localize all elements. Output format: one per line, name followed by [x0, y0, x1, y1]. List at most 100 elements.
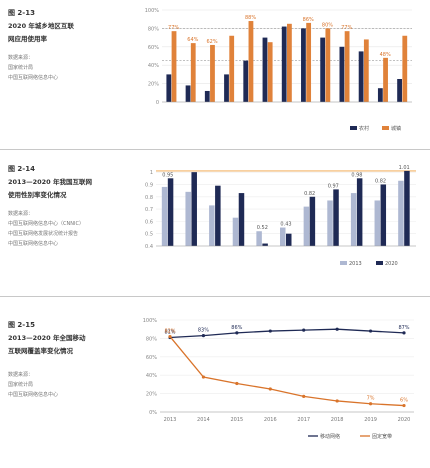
- y-tick-label: 0.8: [145, 195, 153, 201]
- legend-swatch: [350, 126, 357, 130]
- series-line-固定宽带: [169, 336, 405, 407]
- y-tick-label: 0.4: [145, 244, 153, 250]
- x-tick-label: 2014: [197, 417, 210, 423]
- x-tick-label: 2018: [331, 417, 344, 423]
- legend-label: 固定宽带: [372, 433, 392, 440]
- bar-农村: [166, 74, 172, 102]
- legend-swatch: [340, 261, 347, 265]
- figure-title-line-2: 使用性别率变化情况: [8, 191, 67, 199]
- data-point: [402, 403, 406, 408]
- bar-农村: [397, 79, 402, 102]
- y-tick-label: 60%: [148, 45, 159, 51]
- legend-label: 城镇: [391, 125, 401, 132]
- chart-2-13: 100% 80% 60% 40% 20% 0 77% 64% 62% 88% 86% 80% 77% 48…: [145, 8, 412, 132]
- bar-农村: [320, 37, 326, 102]
- x-tick-label: 2020: [398, 417, 411, 423]
- data-label: 88%: [245, 15, 256, 21]
- source-line-4: 中国互联网络信息中心: [8, 241, 59, 247]
- figure-title-line-1: 2013—2020 年全国移动: [8, 334, 86, 342]
- data-label: 77%: [168, 25, 179, 31]
- bar-农村: [301, 28, 306, 102]
- y-tick-label: 60%: [146, 355, 157, 361]
- figure-2-15-caption: 图 2-15 2013—2020 年全国移动 互联网覆盖率变化情况 数据来源： …: [8, 320, 126, 400]
- data-point: [235, 381, 239, 386]
- legend-swatch: [382, 126, 389, 130]
- bar-农村: [281, 26, 287, 103]
- legend-label: 2020: [385, 261, 398, 267]
- y-tick-label: 1: [150, 170, 153, 176]
- series-line-移动网络: [169, 328, 405, 339]
- bar-城镇: [363, 39, 369, 102]
- figure-label: 图 2-13: [8, 9, 35, 17]
- source-line-3: 中国互联网络信息中心: [8, 392, 59, 398]
- source-line-1: 数据来源：: [8, 211, 34, 217]
- data-point: [368, 402, 373, 406]
- bar-城镇: [325, 28, 331, 102]
- bar-2013: [209, 205, 215, 246]
- data-label: 0.52: [257, 225, 268, 231]
- data-label: 0.95: [162, 172, 173, 178]
- data-point: [302, 328, 306, 332]
- data-label: 83%: [198, 328, 209, 334]
- figure-title-line-2: 互联网覆盖率变化情况: [8, 347, 73, 355]
- data-point: [368, 329, 373, 333]
- data-point: [302, 394, 306, 398]
- legend-label: 农村: [359, 125, 369, 132]
- bar-城镇: [190, 43, 196, 102]
- y-tick-label: 0.5: [145, 232, 153, 238]
- bar-农村: [204, 90, 210, 102]
- y-tick-label: 80%: [148, 26, 159, 32]
- x-tick-label: 2013: [164, 417, 177, 423]
- data-label: 64%: [187, 37, 198, 43]
- data-point: [168, 334, 172, 339]
- bar-2020: [356, 178, 363, 246]
- chart-2-15: 100% 80% 60% 40% 20% 0% 2013 2014 2015 2016 2017 20…: [143, 318, 414, 440]
- bar-城镇: [383, 57, 388, 102]
- bar-农村: [243, 60, 249, 102]
- y-tick-label: 20%: [148, 82, 159, 88]
- data-label: 77%: [341, 25, 352, 31]
- figure-2-14-caption: 图 2-14 2013—2020 年我国互联网 使用性别率变化情况 数据来源： …: [8, 164, 126, 249]
- bar-农村: [185, 85, 191, 102]
- data-point: [402, 331, 406, 335]
- bar-2020: [191, 172, 197, 246]
- bar-城镇: [402, 35, 408, 103]
- data-label: 81%: [164, 329, 175, 335]
- bar-城镇: [171, 31, 177, 102]
- data-label: 86%: [303, 17, 314, 23]
- bar-城镇: [306, 22, 312, 103]
- bar-2013: [303, 206, 310, 246]
- bar-2020: [404, 170, 410, 246]
- y-tick-label: 20%: [146, 392, 157, 398]
- bar-农村: [262, 37, 268, 102]
- figure-title-line-2: 网应用使用率: [8, 35, 47, 43]
- x-tick-label: 2017: [297, 417, 310, 423]
- legend-label: 移动网络: [320, 433, 340, 440]
- data-point: [268, 387, 272, 391]
- bar-2013: [350, 193, 357, 246]
- bar-2013: [161, 186, 168, 246]
- bar-农村: [358, 51, 364, 102]
- figure-label: 图 2-14: [8, 165, 35, 173]
- bar-农村: [377, 88, 383, 102]
- y-tick-label: 0.7: [145, 207, 153, 213]
- data-label: 0.98: [351, 172, 362, 178]
- bar-农村: [224, 74, 229, 102]
- bar-2013: [256, 231, 262, 246]
- y-tick-label: 100%: [145, 8, 160, 14]
- source-line-1: 数据来源：: [8, 55, 34, 61]
- source-line-2: 国家统计局: [8, 382, 34, 388]
- x-tick-label: 2019: [364, 417, 377, 423]
- y-tick-label: 0%: [149, 410, 157, 416]
- bar-2020: [380, 184, 387, 246]
- bar-2013: [232, 217, 239, 246]
- data-label: 6%: [400, 398, 408, 404]
- bar-城镇: [248, 21, 254, 102]
- data-label: 80%: [322, 22, 333, 28]
- data-point: [201, 375, 206, 379]
- x-tick-label: 2016: [264, 417, 277, 423]
- bar-2013: [185, 191, 191, 246]
- bar-2013: [374, 200, 381, 246]
- bar-城镇: [229, 35, 235, 103]
